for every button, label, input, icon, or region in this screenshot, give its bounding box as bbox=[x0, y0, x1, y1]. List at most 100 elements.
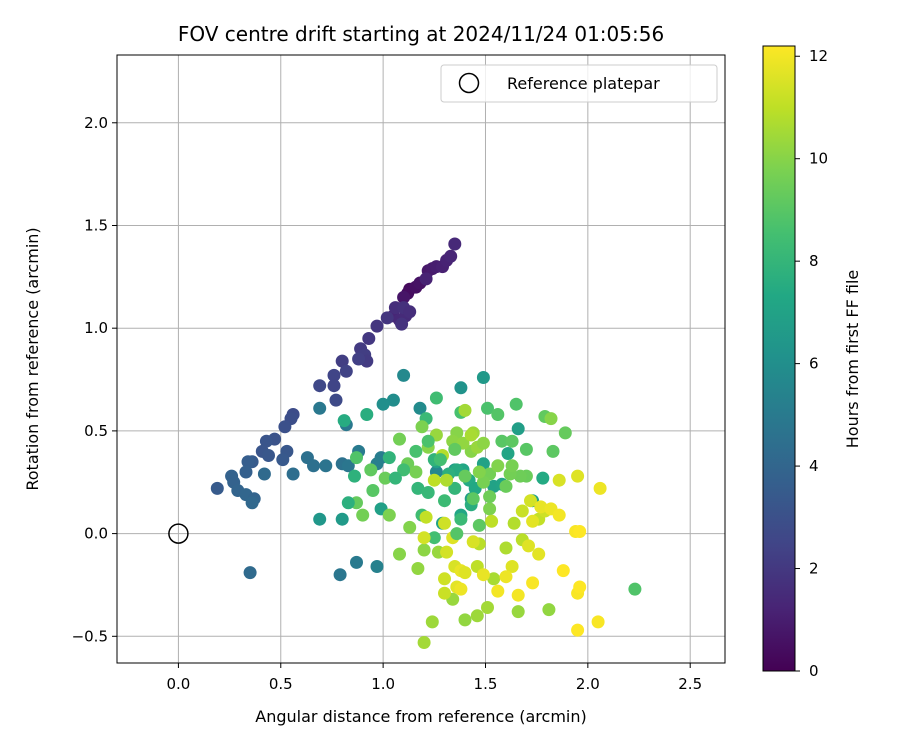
data-point bbox=[286, 467, 300, 481]
data-point bbox=[505, 434, 519, 448]
legend-box bbox=[440, 64, 718, 103]
data-point bbox=[313, 401, 327, 415]
data-point bbox=[417, 636, 431, 649]
data-point bbox=[544, 412, 558, 426]
data-point bbox=[388, 471, 402, 485]
colorbar-ticks: 0 2 4 6 8 10 12 bbox=[795, 47, 828, 680]
data-point bbox=[397, 463, 411, 477]
data-point bbox=[335, 512, 349, 526]
data-point bbox=[397, 290, 411, 304]
data-point bbox=[515, 504, 529, 518]
data-point bbox=[411, 481, 425, 495]
colorbar-tick-label: 4 bbox=[809, 457, 819, 475]
data-point bbox=[421, 434, 435, 448]
data-point bbox=[485, 514, 499, 528]
data-point bbox=[526, 576, 540, 590]
data-point bbox=[366, 484, 380, 497]
x-tick-label: 2.0 bbox=[576, 675, 600, 693]
data-point bbox=[417, 531, 431, 545]
data-point bbox=[403, 520, 417, 534]
data-point bbox=[438, 494, 451, 508]
data-point bbox=[411, 562, 425, 575]
x-axis-ticks: 0.0 0.5 1.0 1.5 2.0 2.5 bbox=[166, 663, 702, 693]
data-point bbox=[571, 623, 585, 637]
colorbar-gradient bbox=[762, 45, 796, 672]
data-point bbox=[376, 397, 390, 411]
data-point bbox=[397, 368, 411, 382]
data-point bbox=[419, 510, 433, 524]
data-point bbox=[628, 582, 642, 596]
data-point bbox=[556, 564, 570, 578]
data-point bbox=[472, 518, 486, 532]
colorbar-tick-label: 2 bbox=[809, 560, 819, 578]
data-point bbox=[448, 237, 462, 251]
data-point bbox=[458, 469, 472, 483]
data-point bbox=[526, 514, 540, 528]
data-point bbox=[352, 352, 366, 366]
y-tick-label: 1.5 bbox=[84, 216, 108, 234]
data-point bbox=[476, 371, 490, 384]
data-point bbox=[444, 249, 458, 263]
data-point bbox=[339, 364, 353, 378]
data-point bbox=[319, 459, 333, 473]
data-point bbox=[333, 568, 347, 582]
reference-platepar-marker bbox=[168, 523, 189, 544]
x-tick-label: 0.0 bbox=[166, 675, 190, 693]
colorbar: 0 2 4 6 8 10 12 Hours from first FF file bbox=[762, 45, 862, 680]
data-point bbox=[378, 471, 392, 485]
data-point bbox=[313, 379, 327, 393]
data-point bbox=[327, 379, 341, 393]
data-point bbox=[511, 588, 525, 602]
data-point bbox=[476, 436, 490, 450]
data-point bbox=[509, 397, 523, 411]
data-point bbox=[409, 444, 423, 458]
x-tick-label: 1.5 bbox=[474, 675, 498, 693]
data-point bbox=[382, 508, 396, 522]
data-point bbox=[593, 481, 607, 495]
colorbar-label: Hours from first FF file bbox=[843, 270, 862, 449]
data-point bbox=[499, 570, 513, 584]
data-point bbox=[522, 539, 535, 553]
data-point bbox=[395, 317, 409, 331]
data-point bbox=[499, 479, 513, 493]
x-tick-label: 0.5 bbox=[269, 675, 293, 693]
data-point bbox=[499, 541, 513, 555]
data-point bbox=[393, 547, 406, 561]
y-tick-label: 0.5 bbox=[84, 422, 108, 440]
data-point bbox=[476, 475, 490, 489]
data-point bbox=[427, 531, 441, 545]
data-point bbox=[257, 467, 271, 481]
data-point bbox=[536, 471, 550, 485]
plot-area: 0.0 0.5 1.0 1.5 2.0 2.5 −0.5 0.0 0.5 1.0 1.5 2.0 bbox=[72, 54, 726, 693]
data-point bbox=[438, 516, 451, 530]
colorbar-tick-label: 0 bbox=[809, 662, 819, 680]
plot-frame bbox=[116, 54, 726, 664]
data-point bbox=[487, 572, 501, 586]
data-point bbox=[417, 543, 431, 557]
data-point bbox=[364, 463, 378, 477]
data-point bbox=[241, 455, 255, 469]
data-point bbox=[513, 469, 527, 483]
data-point bbox=[335, 354, 349, 368]
data-point bbox=[573, 580, 587, 594]
data-point bbox=[481, 401, 494, 415]
data-point bbox=[542, 603, 556, 617]
data-point bbox=[466, 535, 480, 549]
data-point bbox=[356, 508, 370, 522]
data-point bbox=[245, 496, 259, 510]
data-points bbox=[210, 237, 642, 649]
data-point bbox=[491, 584, 505, 598]
data-point bbox=[393, 432, 406, 446]
data-point bbox=[210, 481, 224, 495]
data-point bbox=[380, 311, 394, 325]
data-point bbox=[458, 613, 472, 627]
data-point bbox=[483, 490, 497, 504]
data-point bbox=[501, 447, 515, 460]
colorbar-tick-label: 6 bbox=[809, 355, 819, 373]
x-tick-label: 2.5 bbox=[678, 675, 702, 693]
y-axis-label: Rotation from reference (arcmin) bbox=[23, 227, 42, 490]
data-point bbox=[276, 453, 290, 467]
data-point bbox=[341, 496, 355, 510]
data-point bbox=[454, 381, 468, 395]
